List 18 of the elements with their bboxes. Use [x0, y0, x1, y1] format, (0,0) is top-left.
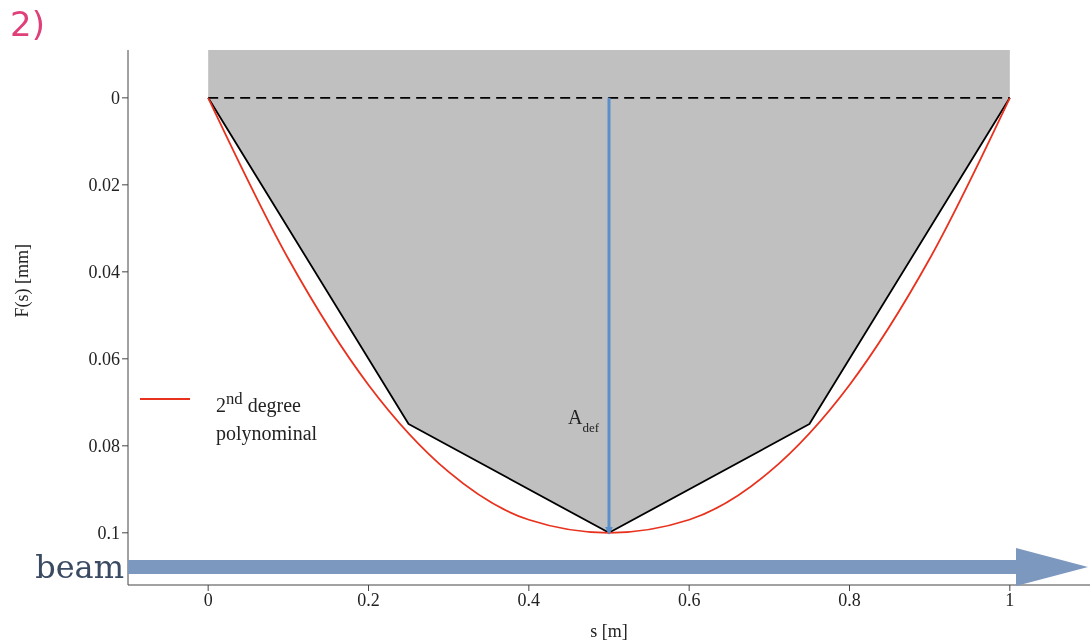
- y-tick-label: 0.06: [88, 349, 120, 370]
- text: 2): [10, 4, 45, 44]
- x-tick-label: 0.2: [357, 589, 380, 610]
- annotation: A$_{def}$: [567, 406, 600, 435]
- x-tick-label: 0.8: [838, 589, 861, 610]
- x-tick-label: 1: [1005, 589, 1015, 610]
- text: beam: [35, 548, 124, 586]
- legend-label: 2$^{nd}$ degree polynominal: [216, 389, 318, 444]
- x-tick-label: 0: [203, 589, 213, 610]
- x-axis-title: s [m]: [590, 621, 628, 641]
- y-tick-label: 0.02: [88, 175, 120, 196]
- y-tick-label: 0.08: [88, 436, 120, 457]
- x-tick-label: 0.4: [517, 589, 541, 610]
- y-tick-label: 0.1: [97, 523, 120, 544]
- y-axis-title: F(s) [mm]: [12, 244, 34, 318]
- x-tick-label: 0.6: [677, 589, 701, 610]
- y-tick-label: 0: [111, 88, 120, 109]
- y-tick-label: 0.04: [88, 262, 120, 283]
